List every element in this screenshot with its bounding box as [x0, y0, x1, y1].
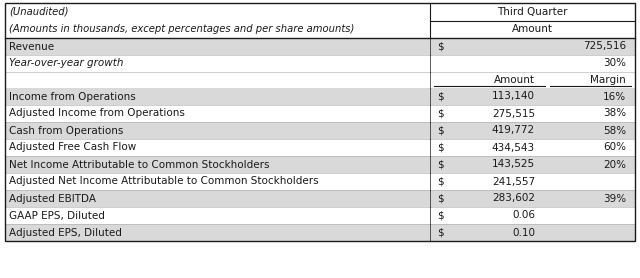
- Text: GAAP EPS, Diluted: GAAP EPS, Diluted: [9, 210, 105, 220]
- Bar: [5, 72, 635, 88]
- Text: Adjusted Free Cash Flow: Adjusted Free Cash Flow: [9, 143, 136, 153]
- Text: Adjusted EBITDA: Adjusted EBITDA: [9, 193, 96, 203]
- Text: 60%: 60%: [603, 143, 626, 153]
- Text: $: $: [437, 177, 444, 187]
- Bar: [5, 21, 635, 38]
- Text: 58%: 58%: [603, 125, 626, 135]
- Text: $: $: [437, 193, 444, 203]
- Text: 419,772: 419,772: [492, 125, 535, 135]
- Text: 434,543: 434,543: [492, 143, 535, 153]
- Bar: [5, 173, 635, 190]
- Bar: [5, 207, 635, 224]
- Bar: [5, 190, 635, 207]
- Bar: [5, 3, 635, 21]
- Text: $: $: [437, 210, 444, 220]
- Text: 725,516: 725,516: [583, 41, 626, 51]
- Text: Year-over-year growth: Year-over-year growth: [9, 58, 124, 68]
- Text: $: $: [437, 41, 444, 51]
- Text: 0.10: 0.10: [512, 227, 535, 237]
- Text: Revenue: Revenue: [9, 41, 54, 51]
- Text: $: $: [437, 160, 444, 170]
- Text: Income from Operations: Income from Operations: [9, 91, 136, 101]
- Text: 20%: 20%: [603, 160, 626, 170]
- Text: 30%: 30%: [603, 58, 626, 68]
- Text: 143,525: 143,525: [492, 160, 535, 170]
- Text: Cash from Operations: Cash from Operations: [9, 125, 124, 135]
- Bar: [5, 224, 635, 241]
- Text: 275,515: 275,515: [492, 108, 535, 118]
- Bar: [5, 139, 635, 156]
- Text: $: $: [437, 227, 444, 237]
- Bar: [5, 88, 635, 105]
- Text: $: $: [437, 143, 444, 153]
- Text: $: $: [437, 125, 444, 135]
- Text: Third Quarter: Third Quarter: [497, 7, 568, 17]
- Bar: [5, 122, 635, 139]
- Bar: [5, 105, 635, 122]
- Text: Adjusted EPS, Diluted: Adjusted EPS, Diluted: [9, 227, 122, 237]
- Text: 38%: 38%: [603, 108, 626, 118]
- Text: $: $: [437, 91, 444, 101]
- Bar: [5, 156, 635, 173]
- Text: Amount: Amount: [512, 24, 553, 34]
- Text: Net Income Attributable to Common Stockholders: Net Income Attributable to Common Stockh…: [9, 160, 269, 170]
- Text: 39%: 39%: [603, 193, 626, 203]
- Bar: [5, 55, 635, 72]
- Text: $: $: [437, 108, 444, 118]
- Text: Adjusted Net Income Attributable to Common Stockholders: Adjusted Net Income Attributable to Comm…: [9, 177, 319, 187]
- Text: 113,140: 113,140: [492, 91, 535, 101]
- Text: 0.06: 0.06: [512, 210, 535, 220]
- Text: Margin: Margin: [590, 75, 626, 85]
- Text: 241,557: 241,557: [492, 177, 535, 187]
- Text: Adjusted Income from Operations: Adjusted Income from Operations: [9, 108, 185, 118]
- Bar: [5, 3, 635, 241]
- Text: 283,602: 283,602: [492, 193, 535, 203]
- Bar: [5, 38, 635, 55]
- Text: (Unaudited): (Unaudited): [9, 7, 68, 17]
- Text: Amount: Amount: [494, 75, 535, 85]
- Text: (Amounts in thousands, except percentages and per share amounts): (Amounts in thousands, except percentage…: [9, 24, 355, 34]
- Text: 16%: 16%: [603, 91, 626, 101]
